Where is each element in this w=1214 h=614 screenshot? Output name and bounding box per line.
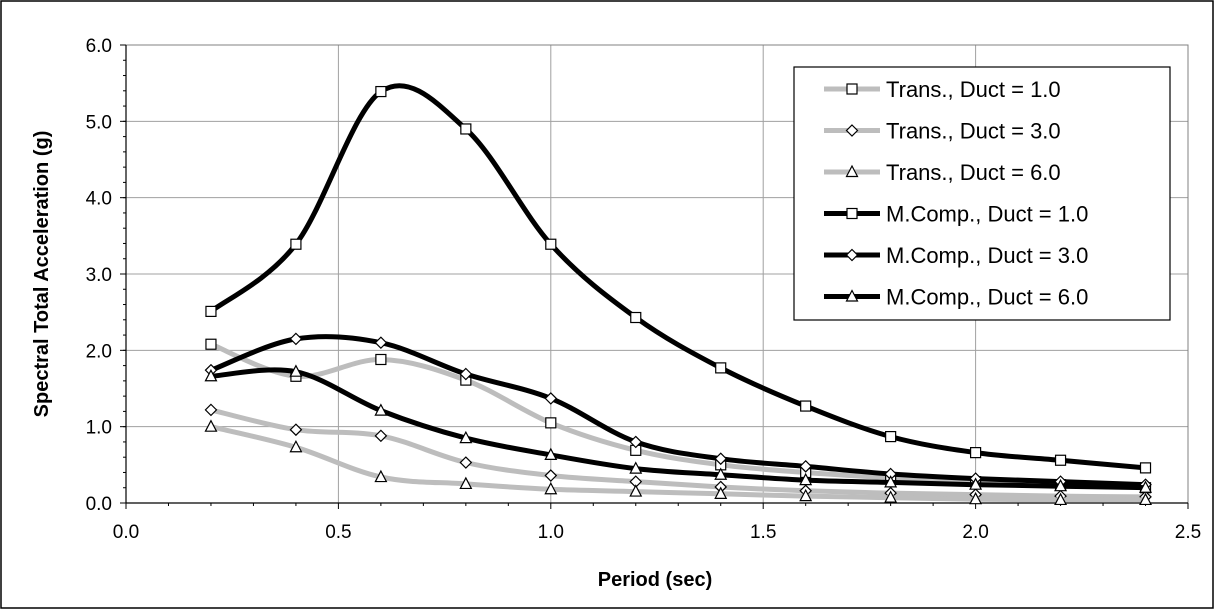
square-marker: [1139, 462, 1152, 474]
diamond-marker: [459, 456, 473, 469]
diamond-marker: [544, 392, 558, 405]
series-line: [208, 424, 1148, 503]
diamond-marker: [204, 403, 218, 417]
y-tick-label: 1.0: [86, 418, 112, 439]
square-marker: [846, 83, 858, 95]
triangle-marker: [544, 447, 558, 461]
legend-item: Trans., Duct = 3.0: [824, 119, 1061, 144]
square-marker: [290, 238, 302, 250]
series-line: [208, 334, 1148, 488]
triangle-marker: [845, 164, 859, 178]
x-tick-label: 2.0: [962, 522, 988, 543]
triangle-marker: [289, 364, 303, 377]
series-3: [204, 419, 1153, 506]
triangle-marker: [969, 477, 983, 490]
triangle-marker: [204, 419, 218, 432]
y-tick-label: 0.0: [86, 494, 112, 515]
diamond-marker: [845, 248, 859, 262]
triangle-marker: [1054, 492, 1068, 506]
triangle-marker: [799, 472, 813, 486]
diamond-marker: [845, 124, 859, 137]
triangle-marker: [459, 430, 473, 444]
square-marker: [205, 338, 217, 350]
series-5: [204, 332, 1152, 492]
triangle-marker: [1054, 478, 1068, 492]
legend: Trans., Duct = 1.0 Trans., Duct = 3.0 Tran…: [793, 66, 1171, 321]
legend-item: M.Comp., Duct = 6.0: [824, 285, 1088, 310]
triangle-marker: [459, 476, 473, 490]
legend-label: Trans., Duct = 3.0: [886, 119, 1061, 144]
x-axis-title: Period (sec): [598, 569, 712, 591]
diamond-marker: [544, 469, 558, 482]
diamond-marker: [799, 460, 813, 473]
triangle-marker: [714, 486, 728, 499]
legend-label: M.Comp., Duct = 1.0: [886, 202, 1088, 227]
x-tick-label: 1.0: [538, 522, 564, 543]
square-marker: [545, 238, 557, 250]
diamond-marker: [374, 336, 388, 350]
y-tick-label: 4.0: [86, 189, 112, 210]
triangle-marker: [374, 469, 388, 483]
diamond-marker: [289, 332, 303, 346]
series-line: [208, 341, 1148, 491]
triangle-marker: [714, 467, 728, 480]
square-marker: [205, 305, 217, 318]
square-marker: [375, 85, 387, 98]
square-marker: [800, 400, 812, 412]
diamond-marker: [289, 423, 303, 437]
triangle-marker: [799, 488, 813, 502]
diamond-marker: [714, 452, 728, 466]
triangle-marker: [204, 368, 218, 382]
legend-label: M.Comp., Duct = 6.0: [886, 285, 1088, 310]
triangle-marker: [1139, 480, 1153, 493]
y-tick-label: 5.0: [86, 112, 112, 133]
legend-item: Trans., Duct = 6.0: [824, 160, 1061, 185]
diamond-marker: [374, 429, 388, 443]
diamond-marker: [459, 367, 473, 381]
square-marker: [969, 447, 982, 459]
series-4: [205, 83, 1152, 474]
y-axis-title: Spectral Total Acceleration (g): [31, 131, 53, 418]
triangle-marker: [544, 481, 558, 495]
square-marker: [846, 207, 858, 220]
legend-item: M.Comp., Duct = 1.0: [824, 202, 1088, 227]
triangle-marker: [884, 475, 898, 488]
x-tick-label: 1.5: [750, 522, 776, 543]
x-tick-label: 0.5: [325, 522, 351, 543]
legend-item: M.Comp., Duct = 3.0: [824, 243, 1088, 268]
y-tick-label: 2.0: [86, 341, 112, 362]
triangle-marker: [629, 461, 643, 474]
square-marker: [630, 311, 642, 324]
legend-box: [793, 66, 1171, 321]
series-line: [208, 367, 1148, 491]
y-tick-label: 3.0: [86, 265, 112, 286]
legend-item: Trans., Duct = 1.0: [824, 77, 1061, 102]
legend-label: Trans., Duct = 6.0: [886, 160, 1061, 185]
square-marker: [1054, 454, 1067, 466]
triangle-marker: [629, 484, 643, 497]
triangle-marker: [969, 491, 983, 505]
axes: 0.0 0.5 1.0 1.5 2.0 2.5 0.0 1.0 2.0 3.0 4.0 5.0 6.0: [86, 36, 1202, 543]
x-tick-label: 0.0: [113, 522, 139, 543]
triangle-marker: [1139, 492, 1153, 506]
diamond-marker: [629, 435, 643, 449]
legend-label: M.Comp., Duct = 3.0: [886, 243, 1088, 268]
triangle-marker: [884, 490, 898, 503]
square-marker: [885, 430, 897, 443]
square-marker: [545, 417, 557, 429]
square-marker: [460, 123, 472, 135]
legend-label: Trans., Duct = 1.0: [886, 77, 1061, 102]
triangle-marker: [374, 403, 388, 416]
triangle-marker: [289, 439, 303, 453]
triangle-marker: [845, 289, 859, 302]
square-marker: [375, 353, 387, 366]
series-6: [204, 364, 1153, 493]
series-line: [208, 407, 1148, 500]
series-layer: [204, 83, 1153, 506]
y-tick-label: 6.0: [86, 36, 112, 57]
square-marker: [715, 362, 727, 374]
x-tick-label: 2.5: [1175, 522, 1201, 543]
